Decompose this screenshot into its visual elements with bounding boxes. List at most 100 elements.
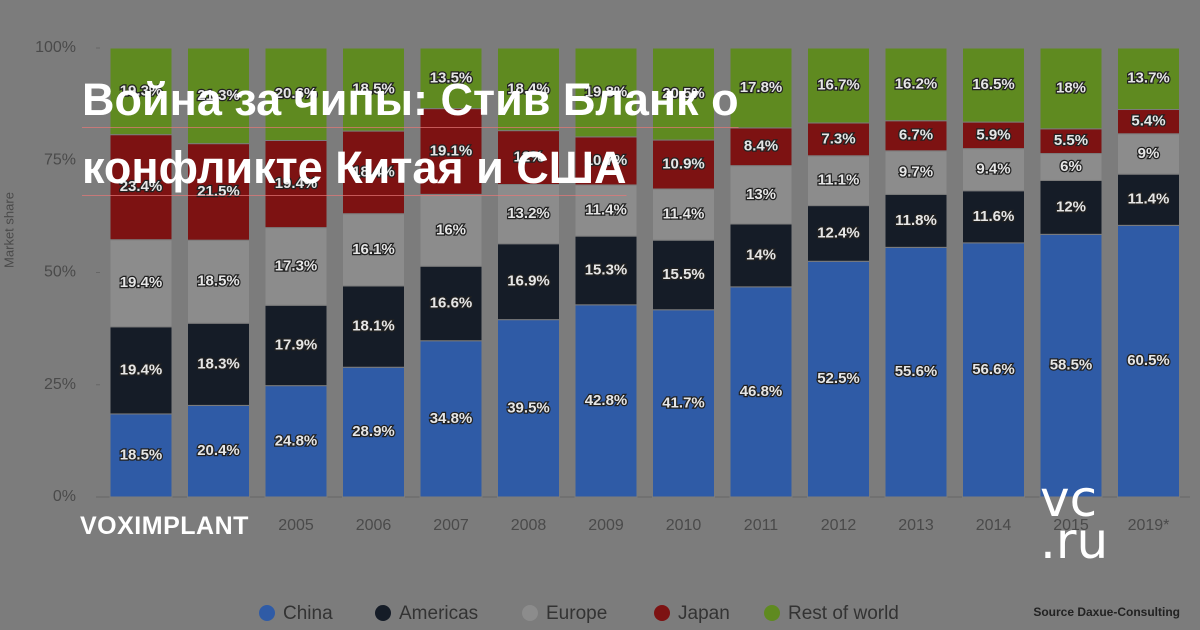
legend-label: Rest of world [788, 603, 899, 624]
legend-marker [764, 605, 780, 621]
legend-label: Europe [546, 603, 607, 624]
bar-segment [109, 47, 173, 136]
source: Source Daxue-Consulting [1033, 605, 1180, 619]
x-tick-label: 2015 [1053, 517, 1089, 534]
data-label: 7.3% [821, 130, 855, 147]
bar-segment [264, 139, 328, 229]
y-tick-label: 0% [53, 488, 76, 505]
y-tick-label: 100% [35, 39, 76, 56]
data-label: 18.4% [507, 80, 550, 97]
x-tick-label: 2006 [356, 517, 392, 534]
data-label: 58.5% [1050, 357, 1093, 374]
bar-segment [1117, 133, 1180, 175]
bar-segment [187, 322, 250, 406]
bar-segment [109, 134, 173, 241]
bar-segment [652, 309, 715, 498]
bar-segment [419, 340, 483, 498]
data-label: 5.9% [976, 126, 1010, 143]
y-tick-label: 75% [44, 151, 76, 168]
bar-segment [342, 47, 405, 132]
data-label: 17.3% [275, 257, 318, 274]
x-tick-label: 2008 [511, 517, 547, 534]
bar-segment [342, 213, 405, 287]
data-label: 16.2% [895, 75, 938, 92]
bar-segment [1117, 109, 1180, 135]
bar-segment [884, 246, 948, 498]
bar-segment [264, 385, 328, 498]
data-label: 11.6% [973, 208, 1015, 225]
logo-top: vc [1040, 470, 1098, 528]
data-label: 11.8% [895, 212, 937, 229]
data-label: 56.6% [972, 361, 1015, 378]
data-label: 18.3% [197, 355, 240, 372]
data-label: 19.4% [275, 175, 318, 192]
data-label: 17.8% [740, 79, 783, 96]
data-label: 16% [436, 221, 466, 238]
bar-segment [109, 413, 173, 498]
bar-segment [1117, 173, 1180, 226]
data-label: 20.4% [197, 442, 240, 459]
bar-segment [497, 243, 560, 321]
data-label: 16.5% [972, 76, 1015, 93]
bar-segment [729, 286, 793, 498]
data-label: 20.5% [662, 85, 705, 102]
data-label: 9.4% [976, 161, 1010, 178]
data-label: 24.8% [275, 432, 318, 449]
bar-segment [419, 47, 483, 110]
data-label: 19.4% [120, 361, 163, 378]
data-label: 13.7% [1127, 70, 1170, 87]
legend-marker [654, 605, 670, 621]
y-axis-label: Market share [1, 192, 16, 268]
bar-segment [109, 239, 173, 328]
data-label: 17.9% [275, 336, 318, 353]
data-label: 14% [746, 246, 776, 263]
bar-segment [807, 260, 870, 498]
bar-segment [1039, 233, 1103, 498]
data-label: 34.8% [430, 410, 473, 427]
bar-segment [264, 304, 328, 387]
legend-label: Japan [678, 603, 730, 624]
bar-segment [342, 366, 405, 498]
data-label: 13.2% [507, 205, 550, 222]
x-tick-label: 2011 [744, 517, 779, 534]
data-label: 10.7% [585, 152, 628, 169]
bar-segment [187, 404, 250, 498]
bar-segment [574, 184, 638, 237]
x-tick-label: 2019* [1128, 517, 1170, 534]
bar-segment [497, 319, 560, 498]
legend-marker [522, 605, 538, 621]
bar-segment [1039, 47, 1103, 130]
data-label: 16.6% [430, 294, 473, 311]
legend-label: China [283, 603, 333, 624]
x-tick-label: 2012 [821, 517, 857, 534]
bar-segment [729, 127, 793, 167]
data-label: 11.4% [585, 202, 627, 219]
data-label: 8.4% [744, 138, 778, 155]
bar-segment [264, 47, 328, 141]
bar-segment [884, 150, 948, 195]
bar-segment [962, 47, 1025, 123]
data-label: 19.1% [430, 142, 473, 159]
bar-segment [497, 47, 560, 132]
x-tick-label: 2005 [278, 517, 314, 534]
data-label: 21.5% [197, 183, 240, 200]
data-label: 5.4% [1131, 113, 1165, 130]
bar-segment [729, 223, 793, 288]
headline: Война за чипы: Стив Бланк о конфликте Ки… [82, 74, 739, 193]
x-tick-label: 2013 [898, 517, 934, 534]
bar-segment [187, 143, 250, 241]
bar-segment [497, 130, 560, 185]
data-label: 12% [1056, 198, 1086, 215]
data-label: 5.5% [1054, 132, 1088, 149]
data-label: 13.5% [430, 69, 473, 86]
bar-segment [264, 227, 328, 306]
data-label: 28.9% [352, 423, 395, 440]
bar-segment [497, 183, 560, 245]
data-label: 46.8% [740, 383, 783, 400]
data-label: 9.7% [899, 164, 933, 181]
data-label: 16.1% [352, 241, 395, 258]
bar-segment [1039, 179, 1103, 235]
data-label: 55.6% [895, 363, 938, 380]
